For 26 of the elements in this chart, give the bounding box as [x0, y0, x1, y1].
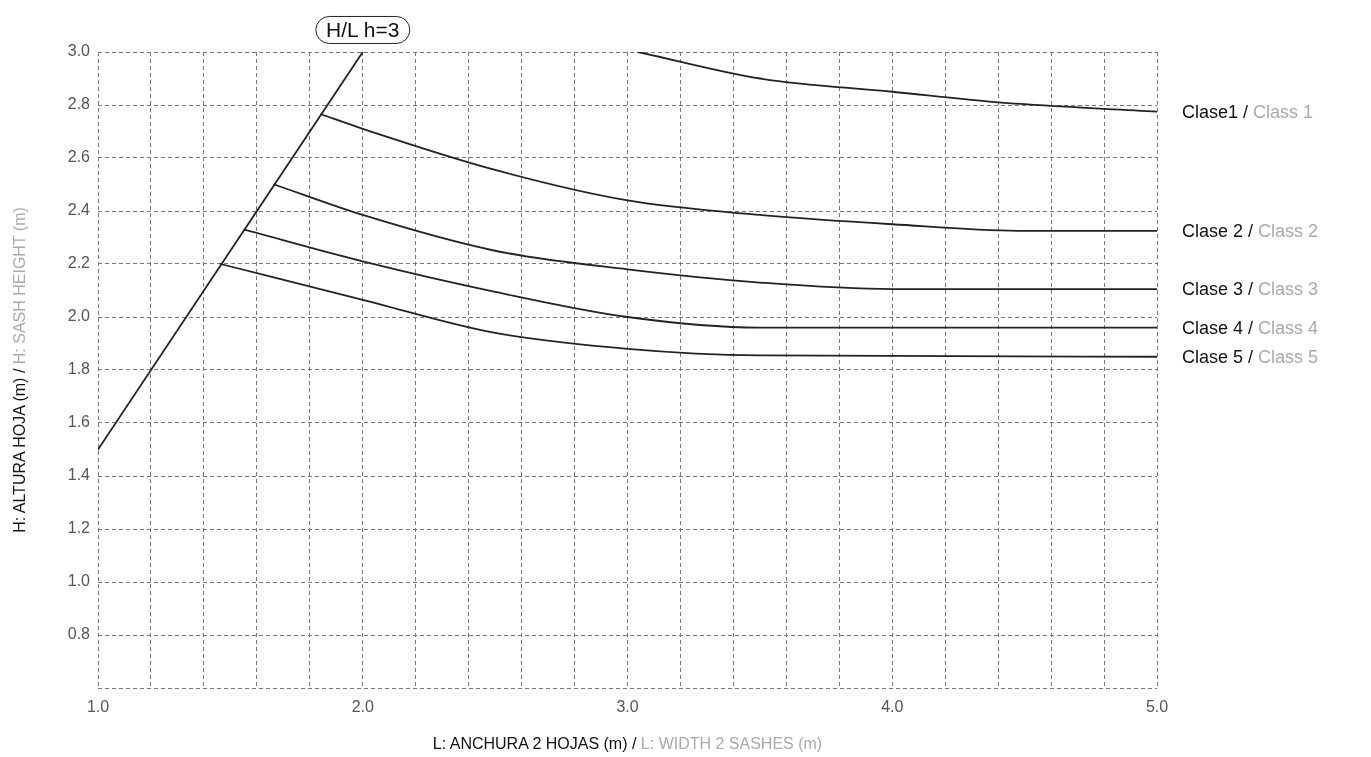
series-label: Clase 2 / Class 2 [1182, 220, 1319, 241]
series-label: Clase 4 / Class 4 [1182, 317, 1319, 338]
series-label: Clase1 / Class 1 [1182, 101, 1314, 122]
y-axis-title: H: ALTURA HOJA (m) / H: SASH HEIGHT (m) [11, 207, 28, 533]
series-label: Clase 5 / Class 5 [1182, 346, 1319, 367]
y-tick-label: 2.6 [67, 148, 91, 166]
y-tick-label: 1.6 [67, 413, 91, 431]
line-series [637, 52, 1157, 113]
x-axis-title: L: ANCHURA 2 HOJAS (m) / L: WIDTH 2 SASHES (m) [432, 735, 823, 752]
y-tick-label: 3.0 [67, 42, 91, 60]
y-tick-label: 2.4 [67, 201, 91, 219]
series-label: Clase 3 / Class 3 [1182, 279, 1319, 300]
y-tick-label: 2.2 [67, 254, 91, 272]
y-tick-label: 1.4 [67, 466, 91, 484]
y-tick-label: 1.0 [67, 572, 91, 590]
x-tick-label: 4.0 [881, 698, 904, 716]
y-tick-label: 0.8 [67, 625, 91, 643]
y-tick-label: 2.8 [67, 95, 91, 113]
x-tick-label: 1.0 [86, 698, 110, 716]
y-tick-label: 1.2 [67, 519, 91, 537]
x-tick-label: 5.0 [1145, 698, 1169, 716]
y-tick-label: 1.8 [67, 360, 91, 378]
x-tick-label: 2.0 [351, 698, 374, 716]
x-tick-label: 3.0 [616, 698, 639, 716]
series-label: H/L h=3 [315, 15, 411, 44]
y-tick-label: 2.0 [67, 307, 91, 325]
